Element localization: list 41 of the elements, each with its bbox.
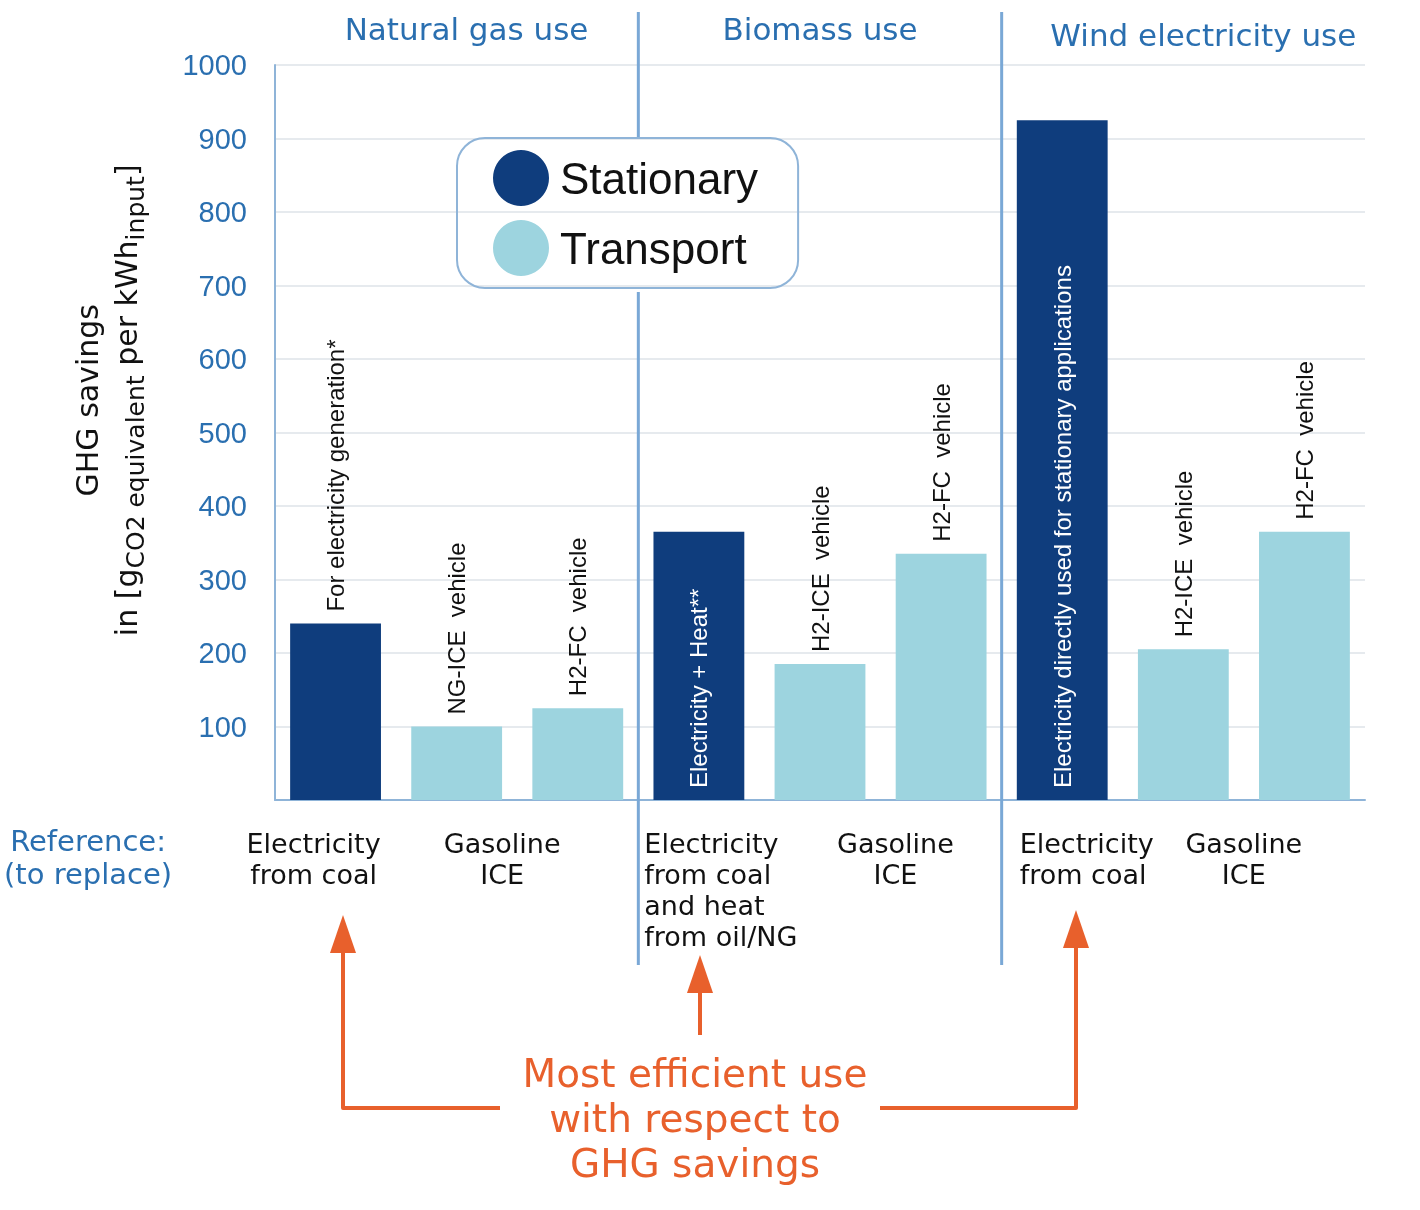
bar (895, 553, 987, 800)
text: Gasoline ICE (837, 828, 954, 891)
x-tick-label: H2-FC vehicle (564, 537, 592, 697)
bar (1016, 120, 1108, 800)
y-tick-label: 300 (198, 563, 247, 596)
y-tick-label: 1000 (182, 49, 247, 81)
bar (411, 726, 503, 800)
x-tick-label: Electricity + Heat** (685, 588, 713, 788)
bar (532, 708, 624, 800)
x-tick-label: For electricity generation* (322, 339, 350, 612)
y-tick-label: 500 (198, 416, 247, 449)
legend-label: Transport (560, 223, 747, 273)
x-tick-label: H2-FC vehicle (1290, 361, 1318, 520)
x-tick-label: H2-ICE vehicle (1169, 470, 1197, 638)
text: Electricity from coal (1019, 828, 1154, 891)
x-tick-label: Electricity directly used for stationary applications (1048, 265, 1076, 788)
text: Electricity from coal (246, 828, 381, 891)
bar (1137, 649, 1229, 800)
y-tick-label: 200 (198, 637, 247, 669)
bar (290, 623, 381, 800)
text: Natural gas use (344, 11, 589, 48)
text: Gasoline ICE (1185, 828, 1303, 891)
bar (774, 664, 866, 800)
y-tick-label: 400 (198, 490, 247, 522)
legend-label: Stationary (560, 153, 759, 203)
y-tick-label: 900 (198, 122, 247, 155)
bar (1259, 531, 1350, 800)
text: Biomass use (722, 11, 918, 48)
y-tick-label: 100 (198, 710, 247, 743)
y-tick-label: 600 (198, 343, 247, 375)
x-tick-label: H2-FC vehicle (927, 383, 955, 542)
y-tick-label: 800 (198, 196, 247, 228)
bar (653, 531, 745, 800)
text: Most efficient use with respect to GHG savings (522, 1051, 868, 1187)
text: Electricity from coal and heat from oil/NG (644, 828, 798, 953)
x-tick-label: H2-ICE vehicle (806, 485, 834, 653)
y-tick-label: 700 (198, 269, 247, 302)
x-tick-label: NG-ICE vehicle (443, 542, 471, 715)
text: Reference: (to replace) (4, 824, 173, 892)
text: Wind electricity use (1050, 17, 1357, 54)
text: Gasoline ICE (443, 828, 561, 891)
